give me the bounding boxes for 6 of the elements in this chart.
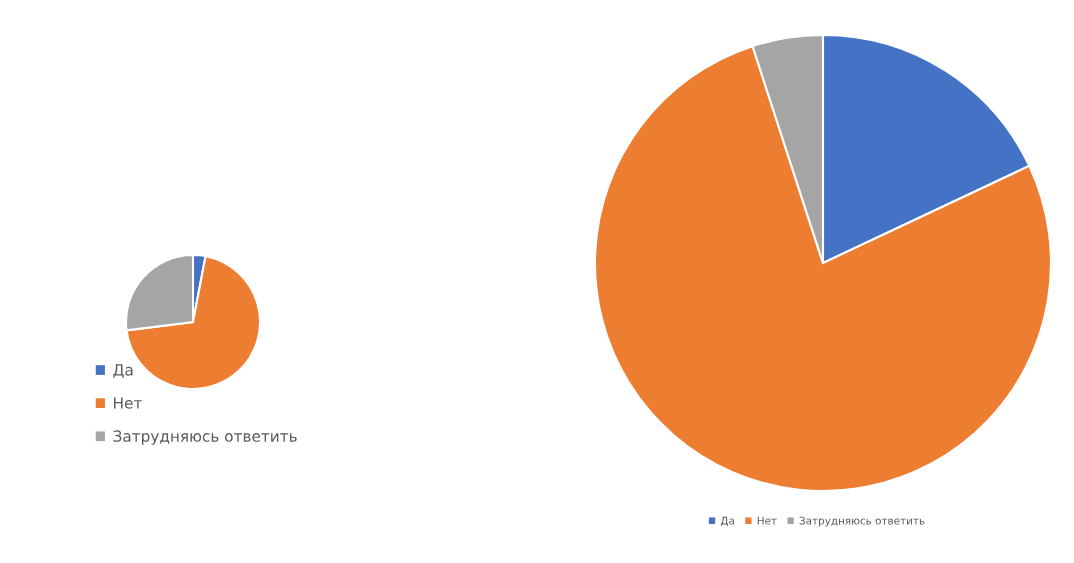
legend-label: Нет — [114, 397, 142, 409]
legend-label: Да — [113, 364, 133, 378]
legend-label: Затрудняюсь ответить — [799, 516, 925, 527]
legend-label: Нет — [757, 516, 777, 525]
legend-label: Затрудняюсь ответить — [113, 430, 297, 445]
legend-label: Да — [720, 516, 734, 527]
